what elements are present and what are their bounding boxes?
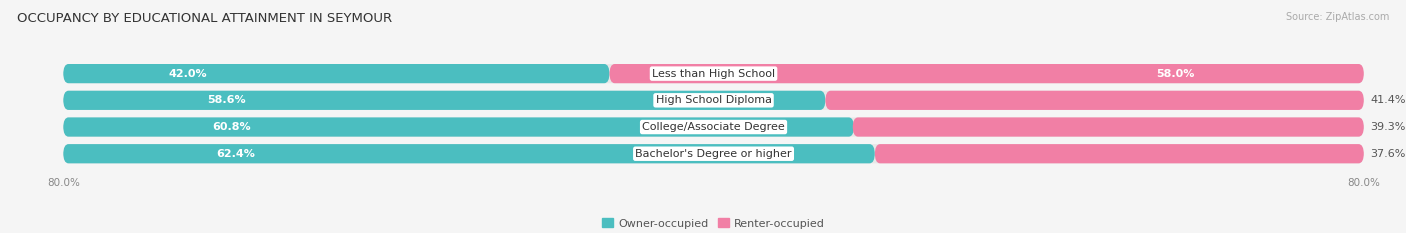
FancyBboxPatch shape: [63, 144, 875, 163]
Text: Source: ZipAtlas.com: Source: ZipAtlas.com: [1285, 12, 1389, 22]
Text: Bachelor's Degree or higher: Bachelor's Degree or higher: [636, 149, 792, 159]
Text: 60.8%: 60.8%: [212, 122, 250, 132]
Text: College/Associate Degree: College/Associate Degree: [643, 122, 785, 132]
Text: 37.6%: 37.6%: [1371, 149, 1406, 159]
Text: High School Diploma: High School Diploma: [655, 95, 772, 105]
Text: 41.4%: 41.4%: [1371, 95, 1406, 105]
FancyBboxPatch shape: [63, 91, 825, 110]
FancyBboxPatch shape: [63, 91, 1364, 110]
FancyBboxPatch shape: [825, 91, 1364, 110]
FancyBboxPatch shape: [63, 64, 610, 83]
Text: OCCUPANCY BY EDUCATIONAL ATTAINMENT IN SEYMOUR: OCCUPANCY BY EDUCATIONAL ATTAINMENT IN S…: [17, 12, 392, 25]
FancyBboxPatch shape: [63, 117, 1364, 137]
FancyBboxPatch shape: [852, 117, 1364, 137]
Text: Less than High School: Less than High School: [652, 69, 775, 79]
FancyBboxPatch shape: [610, 64, 1364, 83]
Text: 58.6%: 58.6%: [207, 95, 246, 105]
FancyBboxPatch shape: [63, 64, 1364, 83]
FancyBboxPatch shape: [63, 117, 853, 137]
FancyBboxPatch shape: [875, 144, 1364, 163]
Text: 42.0%: 42.0%: [169, 69, 207, 79]
Text: 62.4%: 62.4%: [217, 149, 254, 159]
Legend: Owner-occupied, Renter-occupied: Owner-occupied, Renter-occupied: [602, 218, 825, 229]
Text: 39.3%: 39.3%: [1371, 122, 1406, 132]
FancyBboxPatch shape: [63, 144, 1364, 163]
Text: 58.0%: 58.0%: [1156, 69, 1195, 79]
